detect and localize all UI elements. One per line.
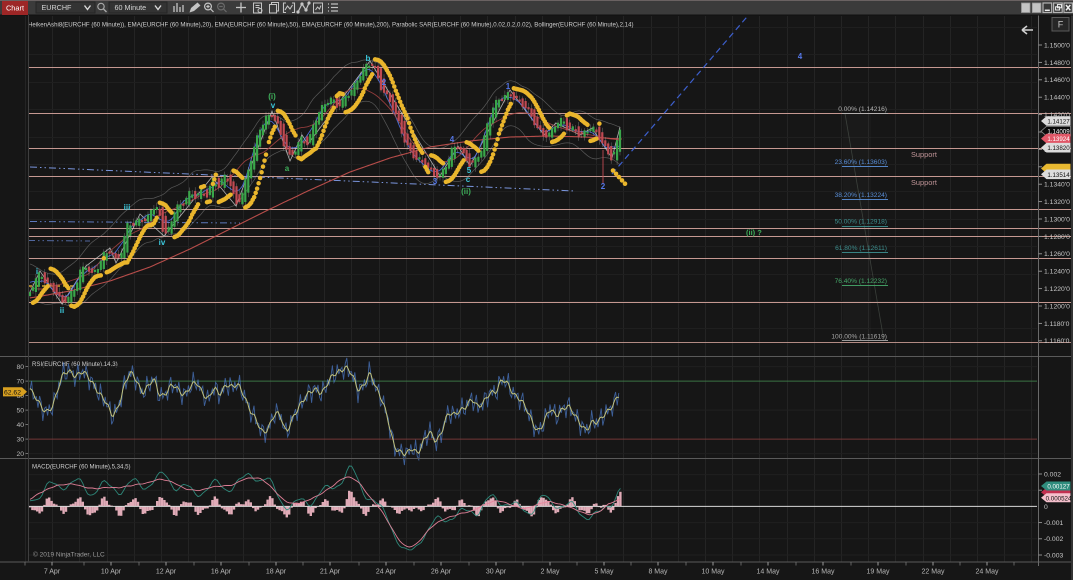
svg-text:50: 50 — [16, 408, 24, 415]
svg-text:1.1300'0: 1.1300'0 — [1044, 216, 1070, 223]
svg-text:0.00% (1.14216): 0.00% (1.14216) — [838, 106, 887, 113]
svg-text:b: b — [366, 54, 371, 63]
svg-text:Support: Support — [911, 178, 937, 187]
svg-text:1: 1 — [506, 82, 511, 91]
svg-text:-0.002: -0.002 — [1044, 536, 1063, 543]
svg-text:1.1160'0: 1.1160'0 — [1044, 338, 1070, 345]
svg-text:1.14127: 1.14127 — [1047, 119, 1070, 126]
svg-text:iii: iii — [124, 203, 131, 212]
svg-text:8 May: 8 May — [648, 569, 668, 576]
svg-text:7 Apr: 7 Apr — [44, 569, 61, 576]
svg-text:24 Apr: 24 Apr — [376, 569, 397, 576]
svg-text:(i): (i) — [268, 92, 276, 101]
svg-text:1.1500'0: 1.1500'0 — [1044, 42, 1070, 49]
svg-text:20: 20 — [16, 451, 24, 458]
svg-text:26 Apr: 26 Apr — [431, 569, 452, 576]
svg-text:F: F — [1058, 20, 1064, 30]
svg-text:1.14009: 1.14009 — [1047, 129, 1070, 136]
svg-text:5 May: 5 May — [594, 569, 614, 576]
svg-text:18 Apr: 18 Apr — [266, 569, 287, 576]
svg-text:0.00127: 0.00127 — [1047, 484, 1070, 491]
svg-text:1.1420'0: 1.1420'0 — [1044, 112, 1070, 119]
svg-text:10 Apr: 10 Apr — [101, 569, 122, 576]
svg-text:EURCHF: EURCHF — [42, 3, 73, 12]
svg-text:2: 2 — [601, 182, 606, 191]
svg-text:3: 3 — [433, 177, 438, 186]
svg-text:38.20% (1.13224): 38.20% (1.13224) — [835, 192, 887, 199]
svg-text:23.60% (1.13603): 23.60% (1.13603) — [835, 159, 887, 166]
svg-text:1.1460'0: 1.1460'0 — [1044, 77, 1070, 84]
svg-text:1.1200'0: 1.1200'0 — [1044, 303, 1070, 310]
svg-text:1.1480'0: 1.1480'0 — [1044, 60, 1070, 67]
svg-text:1.1260'0: 1.1260'0 — [1044, 251, 1070, 258]
svg-text:-0.001: -0.001 — [1044, 520, 1063, 527]
svg-text:12 Apr: 12 Apr — [156, 569, 177, 576]
svg-text:0.000524: 0.000524 — [1046, 495, 1072, 502]
svg-text:Chart: Chart — [6, 4, 24, 13]
svg-text:(ii): (ii) — [461, 187, 471, 196]
svg-text:-0.003: -0.003 — [1044, 552, 1063, 559]
svg-text:50.00% (1.12918): 50.00% (1.12918) — [835, 219, 887, 226]
svg-text:10 May: 10 May — [702, 569, 725, 576]
svg-text:80: 80 — [16, 364, 24, 371]
svg-text:30 Apr: 30 Apr — [486, 569, 507, 576]
svg-text:61.80% (1.12611): 61.80% (1.12611) — [835, 245, 887, 252]
svg-text:22 May: 22 May — [922, 569, 945, 576]
svg-text:76.40% (1.12232): 76.40% (1.12232) — [835, 278, 887, 285]
svg-text:62.62: 62.62 — [4, 389, 21, 396]
svg-text:1.1280'0: 1.1280'0 — [1044, 234, 1070, 241]
svg-text:21 Apr: 21 Apr — [320, 569, 341, 576]
svg-text:MACD(EURCHF (60 Minute),5,34,5: MACD(EURCHF (60 Minute),5,34,5) — [32, 464, 131, 471]
svg-text:19 May: 19 May — [867, 569, 890, 576]
svg-text:2: 2 — [382, 78, 387, 87]
svg-text:Support: Support — [911, 150, 937, 159]
svg-text:1.13924: 1.13924 — [1047, 136, 1070, 143]
svg-text:1.1320'0: 1.1320'0 — [1044, 199, 1070, 206]
svg-text:i: i — [36, 267, 38, 276]
svg-text:100.00% (1.11619): 100.00% (1.11619) — [831, 334, 887, 341]
svg-text:0: 0 — [1044, 504, 1048, 511]
svg-text:4: 4 — [798, 52, 803, 61]
svg-text:30: 30 — [16, 437, 24, 444]
svg-text:1.1240'0: 1.1240'0 — [1044, 269, 1070, 276]
svg-text:1.1220'0: 1.1220'0 — [1044, 286, 1070, 293]
svg-text:RSI(EURCHF (60 Minute),14,3): RSI(EURCHF (60 Minute),14,3) — [32, 361, 118, 368]
svg-text:40: 40 — [16, 422, 24, 429]
svg-text:HeikenAshi8(EURCHF (60 Minute): HeikenAshi8(EURCHF (60 Minute)), EMA(EUR… — [28, 22, 634, 29]
svg-text:c: c — [466, 175, 471, 184]
svg-text:14 May: 14 May — [757, 569, 780, 576]
svg-text:0.002: 0.002 — [1044, 471, 1061, 478]
svg-text:1.1340'0: 1.1340'0 — [1044, 182, 1070, 189]
svg-text:1.13514: 1.13514 — [1047, 172, 1070, 179]
svg-text:4: 4 — [450, 135, 455, 144]
svg-text:16 May: 16 May — [812, 569, 835, 576]
svg-text:(ii) ?: (ii) ? — [746, 228, 762, 237]
svg-text:2 May: 2 May — [540, 569, 560, 576]
svg-text:v: v — [271, 101, 276, 110]
svg-text:ii: ii — [60, 306, 64, 315]
svg-text:16 Apr: 16 Apr — [211, 569, 232, 576]
svg-text:iv: iv — [159, 238, 166, 247]
svg-text:1.1440'0: 1.1440'0 — [1044, 95, 1070, 102]
svg-text:24 May: 24 May — [976, 569, 999, 576]
svg-text:a: a — [285, 164, 290, 173]
svg-text:5: 5 — [467, 166, 472, 175]
svg-text:60: 60 — [16, 393, 24, 400]
svg-text:1.13820: 1.13820 — [1047, 145, 1070, 152]
svg-text:60 Minute: 60 Minute — [115, 3, 147, 12]
svg-text:1.1180'0: 1.1180'0 — [1044, 321, 1070, 328]
svg-text:70: 70 — [16, 379, 24, 386]
svg-text:© 2019 NinjaTrader, LLC: © 2019 NinjaTrader, LLC — [33, 551, 105, 559]
